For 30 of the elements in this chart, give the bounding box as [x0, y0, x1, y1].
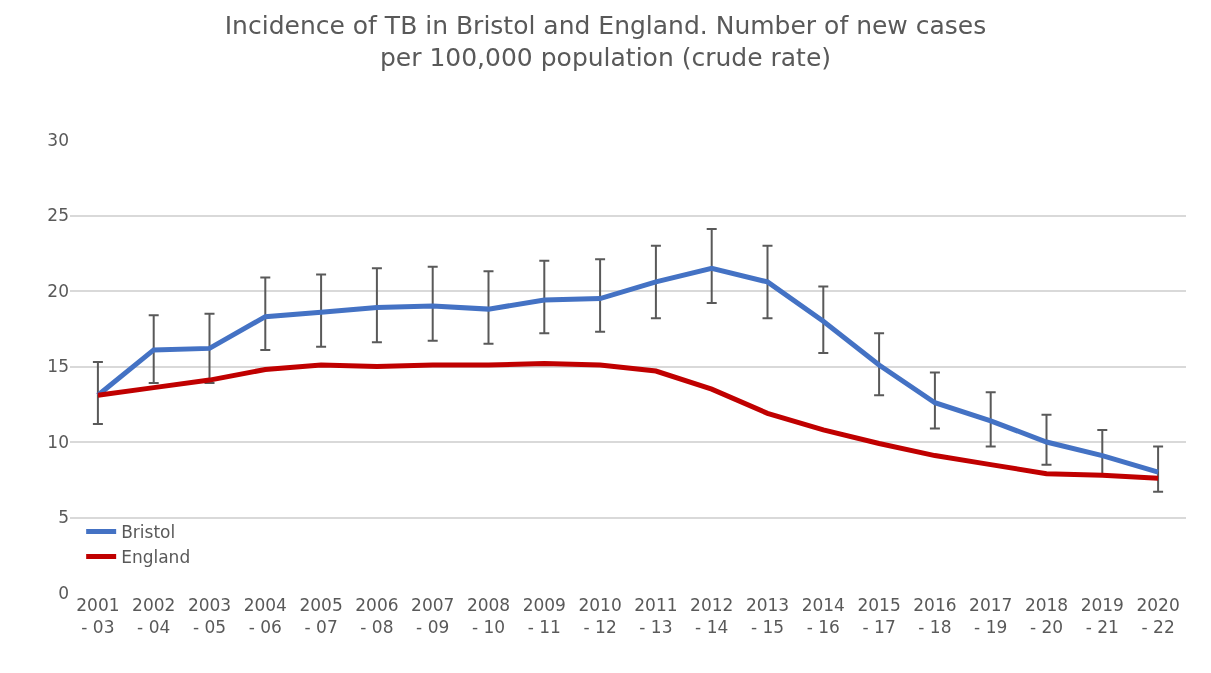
y-tick-label: 20: [47, 280, 69, 301]
x-tick-label: 2004 - 06: [243, 595, 287, 638]
y-tick-label: 10: [47, 431, 69, 452]
x-tick-label: 2006 - 08: [355, 595, 399, 638]
x-tick-label: 2002 - 04: [132, 595, 176, 638]
y-tick-label: 30: [47, 129, 69, 150]
y-tick-label: 5: [58, 507, 69, 528]
x-tick-label: 2008 - 10: [466, 595, 511, 638]
x-tick-label: 2019 - 21: [1080, 595, 1124, 638]
x-tick-label: 2020 - 22: [1136, 595, 1180, 638]
x-tick-label: 2015 - 17: [857, 595, 901, 638]
x-tick-label: 2013 - 15: [745, 595, 790, 638]
x-tick-label: 2017 - 19: [969, 595, 1013, 638]
chart-title: Incidence of TB in Bristol and England. Number of new cases per 100,000 population (crude rate): [224, 10, 987, 73]
x-tick-label: 2018 - 20: [1024, 595, 1069, 638]
x-tick-label: 2016 - 18: [913, 595, 957, 638]
x-tick-label: 2009 - 11: [522, 595, 566, 638]
x-tick-label: 2011 - 13: [634, 595, 678, 638]
legend-label: England: [121, 547, 191, 568]
x-tick-label: 2007 - 09: [411, 595, 455, 638]
x-tick-label: 2014 - 16: [801, 595, 845, 638]
y-tick-label: 25: [47, 205, 69, 226]
x-tick-label: 2012 - 14: [690, 595, 734, 638]
y-tick-label: 0: [58, 582, 69, 603]
x-tick-label: 2005 - 07: [299, 595, 343, 638]
x-tick-label: 2001 - 03: [76, 595, 120, 638]
x-tick-label: 2003 - 05: [187, 595, 232, 638]
y-tick-label: 15: [47, 356, 69, 377]
legend-label: Bristol: [121, 522, 176, 543]
x-tick-label: 2010 - 12: [578, 595, 622, 638]
